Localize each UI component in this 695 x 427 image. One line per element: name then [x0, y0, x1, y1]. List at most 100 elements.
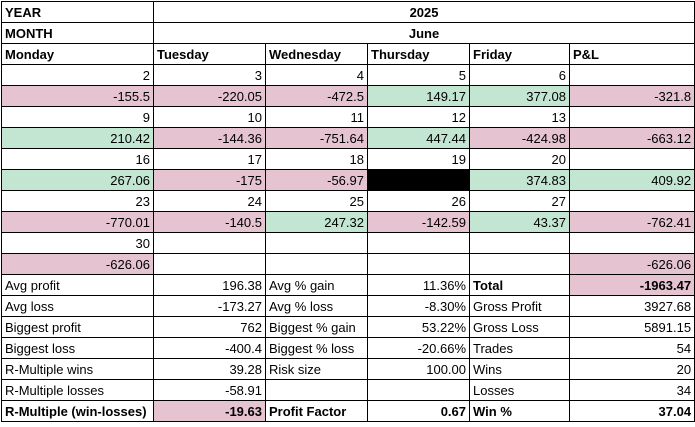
stat-label-cell[interactable]: Win %	[469, 400, 570, 422]
stat-label-cell[interactable]: R-Multiple losses	[1, 379, 154, 401]
daily-pl-cell[interactable]: 447.44	[367, 127, 470, 149]
week-pl-total-cell[interactable]: -626.06	[568, 253, 695, 275]
date-cell[interactable]: 12	[367, 106, 470, 128]
date-cell[interactable]: 23	[1, 190, 154, 212]
daily-pl-cell[interactable]: 267.06	[1, 169, 154, 191]
stat-label-cell[interactable]: Biggest profit	[1, 316, 154, 338]
header-tuesday[interactable]: Tuesday	[153, 43, 266, 65]
stat-label-cell[interactable]: Trades	[469, 337, 570, 359]
stat-value-cell[interactable]: 20	[568, 358, 695, 380]
stat-value-cell[interactable]: -8.30%	[367, 295, 470, 317]
date-cell[interactable]: 25	[265, 190, 368, 212]
stat-value-cell[interactable]: -173.27	[153, 295, 266, 317]
stat-value-cell[interactable]: 39.28	[153, 358, 266, 380]
stat-value-cell[interactable]: 53.22%	[367, 316, 470, 338]
stat-label-cell[interactable]: Risk size	[265, 358, 368, 380]
daily-pl-cell[interactable]: 374.83	[469, 169, 570, 191]
blocked-cell[interactable]	[367, 169, 470, 191]
stat-label-cell[interactable]: Biggest loss	[1, 337, 154, 359]
daily-pl-cell[interactable]: 377.08	[469, 85, 570, 107]
date-cell[interactable]: 13	[469, 106, 570, 128]
stat-label-cell[interactable]: Biggest % loss	[265, 337, 368, 359]
stat-value-cell[interactable]: -19.63	[153, 400, 266, 422]
stat-label-cell[interactable]: Gross Profit	[469, 295, 570, 317]
daily-pl-cell[interactable]: -140.5	[153, 211, 266, 233]
daily-pl-cell[interactable]: 43.37	[469, 211, 570, 233]
stat-value-cell[interactable]: 0.67	[367, 400, 470, 422]
stat-value-cell[interactable]: 3927.68	[568, 295, 695, 317]
stat-label-cell[interactable]: Profit Factor	[265, 400, 368, 422]
date-cell[interactable]: 2	[1, 64, 154, 86]
daily-pl-cell[interactable]: 210.42	[1, 127, 154, 149]
week-pl-total-cell[interactable]: -321.8	[568, 85, 695, 107]
date-cell[interactable]: 6	[469, 64, 570, 86]
week-pl-total-cell[interactable]: 409.92	[568, 169, 695, 191]
stat-label-cell[interactable]	[265, 379, 368, 401]
daily-pl-cell[interactable]: -175	[153, 169, 266, 191]
daily-pl-cell[interactable]: 149.17	[367, 85, 470, 107]
daily-pl-cell[interactable]: -142.59	[367, 211, 470, 233]
year-value-cell[interactable]: 2025	[152, 1, 695, 23]
header-thursday[interactable]: Thursday	[367, 43, 470, 65]
date-cell[interactable]: 10	[153, 106, 266, 128]
date-cell[interactable]: 3	[153, 64, 266, 86]
stat-value-cell[interactable]: -58.91	[153, 379, 266, 401]
date-cell-empty[interactable]	[568, 106, 695, 128]
stat-value-cell[interactable]	[367, 379, 470, 401]
stat-label-cell[interactable]: Gross Loss	[469, 316, 570, 338]
date-cell[interactable]: 19	[367, 148, 470, 170]
date-cell[interactable]: 30	[1, 232, 154, 254]
date-cell[interactable]: 26	[367, 190, 470, 212]
daily-pl-cell[interactable]	[469, 253, 570, 275]
date-cell[interactable]: 20	[469, 148, 570, 170]
stat-value-cell[interactable]: 762	[153, 316, 266, 338]
daily-pl-cell[interactable]: 247.32	[265, 211, 368, 233]
month-value-cell[interactable]: June	[152, 22, 695, 44]
date-cell[interactable]: 16	[1, 148, 154, 170]
stat-value-cell[interactable]: 37.04	[568, 400, 695, 422]
date-cell[interactable]: 18	[265, 148, 368, 170]
stat-label-cell[interactable]: Losses	[469, 379, 570, 401]
stat-label-cell[interactable]: Avg % gain	[265, 274, 368, 296]
daily-pl-cell[interactable]: -472.5	[265, 85, 368, 107]
year-label-cell[interactable]: YEAR	[1, 1, 154, 23]
date-cell[interactable]: 11	[265, 106, 368, 128]
date-cell[interactable]	[265, 232, 368, 254]
date-cell[interactable]: 4	[265, 64, 368, 86]
header-pl[interactable]: P&L	[568, 43, 695, 65]
date-cell-empty[interactable]	[568, 190, 695, 212]
date-cell[interactable]: 5	[367, 64, 470, 86]
stat-label-cell[interactable]: Avg loss	[1, 295, 154, 317]
stat-value-cell[interactable]: 54	[568, 337, 695, 359]
date-cell-empty[interactable]	[568, 148, 695, 170]
header-wednesday[interactable]: Wednesday	[265, 43, 368, 65]
stat-label-cell[interactable]: Total	[469, 274, 570, 296]
date-cell[interactable]	[153, 232, 266, 254]
stat-label-cell[interactable]: Biggest % gain	[265, 316, 368, 338]
daily-pl-cell[interactable]	[265, 253, 368, 275]
date-cell[interactable]	[367, 232, 470, 254]
stat-label-cell[interactable]: Wins	[469, 358, 570, 380]
daily-pl-cell[interactable]	[153, 253, 266, 275]
daily-pl-cell[interactable]: -155.5	[1, 85, 154, 107]
daily-pl-cell[interactable]: -220.05	[153, 85, 266, 107]
date-cell[interactable]: 27	[469, 190, 570, 212]
stat-value-cell[interactable]: 196.38	[153, 274, 266, 296]
header-friday[interactable]: Friday	[469, 43, 570, 65]
month-label-cell[interactable]: MONTH	[1, 22, 154, 44]
date-cell-empty[interactable]	[568, 232, 695, 254]
stat-label-cell[interactable]: R-Multiple (win-losses)	[1, 400, 154, 422]
stat-label-cell[interactable]: Avg % loss	[265, 295, 368, 317]
date-cell[interactable]: 24	[153, 190, 266, 212]
stat-label-cell[interactable]: Avg profit	[1, 274, 154, 296]
daily-pl-cell[interactable]: -56.97	[265, 169, 368, 191]
week-pl-total-cell[interactable]: -663.12	[568, 127, 695, 149]
daily-pl-cell[interactable]: -144.36	[153, 127, 266, 149]
date-cell[interactable]: 9	[1, 106, 154, 128]
week-pl-total-cell[interactable]: -762.41	[568, 211, 695, 233]
stat-value-cell[interactable]: 11.36%	[367, 274, 470, 296]
header-monday[interactable]: Monday	[1, 43, 154, 65]
stat-label-cell[interactable]: R-Multiple wins	[1, 358, 154, 380]
stat-value-cell[interactable]: 34	[568, 379, 695, 401]
stat-value-cell[interactable]: -1963.47	[568, 274, 695, 296]
